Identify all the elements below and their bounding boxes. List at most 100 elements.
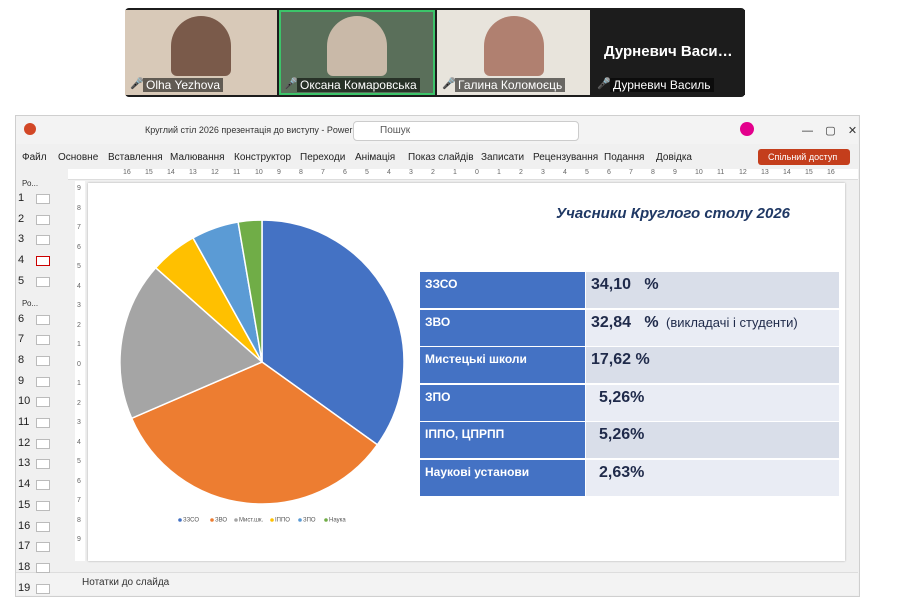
avatar[interactable] <box>740 122 754 136</box>
slide-thumbnail[interactable] <box>36 194 50 204</box>
ruler-label: 3 <box>77 419 81 426</box>
slide-thumbnail[interactable] <box>36 314 50 325</box>
menu-item[interactable]: Конструктор <box>234 152 292 163</box>
ruler-label: 10 <box>695 169 703 176</box>
ruler-label: 11 <box>233 169 241 176</box>
ruler-label: 2 <box>431 169 435 176</box>
menu-item[interactable]: Анімація <box>355 152 396 163</box>
menu-item[interactable]: Переходи <box>300 152 346 163</box>
pie-slice <box>119 266 264 420</box>
slide-thumbnail[interactable] <box>36 480 50 491</box>
search-box[interactable]: Пошук <box>353 121 579 141</box>
slide-thumbnail[interactable] <box>36 542 50 553</box>
ruler-label: 4 <box>77 282 81 290</box>
menu-item[interactable]: Рецензування <box>533 152 599 163</box>
menu-item[interactable]: Показ слайдів <box>408 152 474 163</box>
ruler-label: 2 <box>77 399 81 407</box>
slide-number: 17 <box>18 540 31 553</box>
slide-thumbnail[interactable] <box>36 438 50 449</box>
menu-item[interactable]: Основне <box>58 152 99 163</box>
ruler-label: 11 <box>717 169 725 176</box>
slide-number: 9 <box>18 374 25 387</box>
legend-label: ЗВО <box>215 518 227 524</box>
participant-video <box>327 16 387 76</box>
participant-name: Оксана Комаровська <box>297 78 420 92</box>
ruler-label: 1 <box>77 380 81 387</box>
slide-number: 11 <box>18 416 30 428</box>
slide-number: 14 <box>18 478 31 491</box>
slide-number: 12 <box>18 436 31 449</box>
legend-label: ЗПО <box>303 518 316 524</box>
slide-thumbnail[interactable] <box>36 376 50 387</box>
slide-number: 18 <box>18 560 31 573</box>
ruler-label: 9 <box>77 536 81 543</box>
ruler-label: 4 <box>387 169 391 176</box>
menu-item[interactable]: Довідка <box>656 152 692 163</box>
window-title: Круглий стіл 2026 презентація до виступу… <box>145 125 365 135</box>
slide-thumbnail[interactable] <box>36 235 50 246</box>
mic-off-icon: 🎤 <box>284 78 298 90</box>
ruler-label: 9 <box>277 169 281 176</box>
h-ruler <box>68 169 858 180</box>
table-label-cell: Наукові установи <box>420 459 585 496</box>
ruler-label: 6 <box>77 477 81 485</box>
slide-thumbnail[interactable] <box>36 397 50 408</box>
ruler-label: 0 <box>475 169 479 176</box>
slide-thumbnail[interactable] <box>36 214 50 225</box>
mic-off-icon: 🎤 <box>597 78 611 90</box>
slide-number: 6 <box>18 312 25 325</box>
participant-video <box>483 16 544 76</box>
slide-thumbnail[interactable] <box>36 418 50 428</box>
ruler-label: 1 <box>77 341 81 348</box>
slide-number: 7 <box>18 333 25 346</box>
participant-name: Галина Коломоєць <box>455 78 566 92</box>
slide-thumbnail[interactable] <box>36 335 50 346</box>
menu-item[interactable]: Малювання <box>170 152 225 163</box>
slide-thumbnail[interactable] <box>36 256 50 267</box>
table-value-cell: 32,84 % <box>586 309 839 346</box>
legend-marker <box>234 518 238 522</box>
ruler-label: 2 <box>77 321 81 329</box>
menu-item[interactable]: Подання <box>604 152 645 163</box>
share-button[interactable]: Спільний доступ <box>758 149 850 165</box>
menu-item[interactable]: Файл <box>22 152 47 163</box>
slide-number: 3 <box>18 233 25 246</box>
pie-slice <box>130 361 379 505</box>
ruler-label: 3 <box>541 169 545 176</box>
ruler-label: 16 <box>827 169 835 176</box>
table-label-cell: Мистецькі школи <box>420 347 585 383</box>
slide-thumbnail[interactable] <box>36 459 50 470</box>
slide-thumbnail[interactable] <box>36 500 50 511</box>
legend-marker <box>298 518 302 522</box>
mic-off-icon: 🎤 <box>442 78 456 90</box>
slide-thumbnail[interactable] <box>36 276 50 287</box>
ruler-label: 10 <box>255 169 263 176</box>
slide-thumbnail[interactable] <box>36 583 50 594</box>
table-value-cell: 5,26% <box>586 384 839 421</box>
slide-title: Учасники Круглого столу 2026 <box>556 205 791 222</box>
ruler-label: 3 <box>77 302 81 309</box>
slide-number: 1 <box>18 192 25 204</box>
ruler-label: 13 <box>761 169 769 176</box>
menu-item[interactable]: Записати <box>481 152 525 163</box>
ruler-label: 5 <box>585 169 589 176</box>
slide-number: 16 <box>18 519 31 532</box>
pie-slice <box>237 219 263 363</box>
ruler-label: 8 <box>651 169 655 176</box>
slide-thumbnail[interactable] <box>36 562 50 573</box>
slide-thumbnail[interactable] <box>36 355 50 366</box>
legend-marker <box>178 518 182 522</box>
ruler-label: 6 <box>77 243 81 251</box>
ruler-label: 7 <box>77 224 81 231</box>
table-value-cell: 34,10 % <box>586 272 839 308</box>
window-controls[interactable]: — ▢ ✕ <box>802 125 858 137</box>
ruler-label: 5 <box>365 169 369 176</box>
menu-item[interactable]: Вставлення <box>108 152 163 163</box>
ruler-label: 9 <box>77 185 81 192</box>
legend-marker <box>210 518 214 522</box>
slide-thumbnail[interactable] <box>36 521 50 532</box>
ruler-label: 14 <box>783 169 791 176</box>
ruler-label: 12 <box>739 169 747 176</box>
slide-number: 15 <box>18 498 31 511</box>
